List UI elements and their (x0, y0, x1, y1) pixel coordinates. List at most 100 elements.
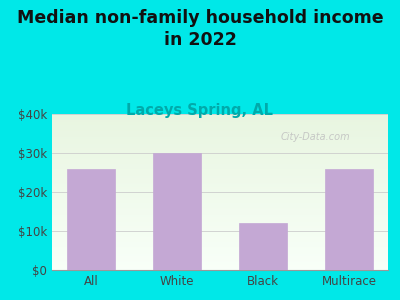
Bar (52, 200, 388, 201)
Bar (52, 119, 388, 120)
Bar (52, 123, 388, 125)
Bar (52, 184, 388, 186)
Bar (52, 144, 388, 145)
Bar (52, 183, 388, 184)
Bar (52, 218, 388, 220)
Bar (52, 134, 388, 136)
Bar (239, 223, 287, 270)
Bar (52, 236, 388, 237)
Bar (52, 150, 388, 152)
Bar (153, 153, 201, 270)
Bar (52, 120, 388, 122)
Bar (52, 133, 388, 134)
Bar (52, 251, 388, 253)
Bar (52, 237, 388, 239)
Bar (52, 257, 388, 259)
Bar (52, 179, 388, 181)
Bar (52, 261, 388, 262)
Bar (52, 240, 388, 242)
Bar (52, 209, 388, 211)
Bar (52, 245, 388, 247)
Bar (52, 167, 388, 169)
Bar (52, 244, 388, 245)
Bar (52, 136, 388, 137)
Bar (52, 211, 388, 212)
Bar (52, 137, 388, 139)
Bar (52, 223, 388, 225)
Bar (52, 140, 388, 142)
Bar (52, 225, 388, 226)
Bar (52, 186, 388, 187)
Bar (52, 217, 388, 218)
Bar (52, 181, 388, 183)
Bar (52, 198, 388, 200)
Bar (52, 215, 388, 217)
Bar (52, 164, 388, 166)
Bar (52, 147, 388, 148)
Bar (52, 162, 388, 164)
Bar (52, 253, 388, 254)
Bar (52, 254, 388, 256)
Bar (52, 178, 388, 179)
Bar (52, 130, 388, 131)
Bar (52, 175, 388, 176)
Bar (52, 230, 388, 231)
Bar (52, 128, 388, 130)
Text: City-Data.com: City-Data.com (280, 132, 350, 142)
Bar (52, 247, 388, 248)
Bar (52, 166, 388, 167)
Bar (52, 267, 388, 268)
Bar (52, 189, 388, 190)
Bar (52, 248, 388, 250)
Bar (52, 148, 388, 150)
Bar (52, 264, 388, 265)
Bar (52, 187, 388, 189)
Bar (52, 131, 388, 133)
Bar (52, 192, 388, 194)
Bar (52, 234, 388, 236)
Bar (52, 212, 388, 214)
Bar (52, 114, 388, 116)
Bar (52, 194, 388, 195)
Bar (52, 153, 388, 154)
Bar (52, 197, 388, 198)
Bar (52, 262, 388, 264)
Bar (52, 195, 388, 197)
Bar (52, 117, 388, 119)
Bar (326, 169, 373, 270)
Bar (52, 122, 388, 123)
Bar (52, 250, 388, 251)
Bar (52, 206, 388, 208)
Bar (52, 208, 388, 209)
Bar (67, 169, 114, 270)
Bar (52, 139, 388, 140)
Bar (52, 232, 388, 234)
Bar (52, 127, 388, 128)
Bar (52, 256, 388, 257)
Bar (52, 142, 388, 144)
Bar (52, 259, 388, 261)
Bar (52, 231, 388, 232)
Bar (52, 203, 388, 205)
Bar (52, 145, 388, 147)
Bar (52, 214, 388, 215)
Bar (52, 205, 388, 206)
Bar (52, 190, 388, 192)
Bar (52, 228, 388, 230)
Bar (52, 169, 388, 170)
Text: Laceys Spring, AL: Laceys Spring, AL (126, 103, 274, 118)
Bar (52, 170, 388, 172)
Bar (52, 173, 388, 175)
Text: Median non-family household income
in 2022: Median non-family household income in 20… (17, 9, 383, 49)
Bar (52, 154, 388, 156)
Bar (52, 239, 388, 240)
Bar (52, 222, 388, 223)
Bar (52, 125, 388, 127)
Bar (52, 242, 388, 244)
Bar (52, 158, 388, 159)
Bar (52, 172, 388, 173)
Bar (52, 220, 388, 222)
Bar (52, 152, 388, 153)
Bar (52, 268, 388, 270)
Bar (52, 156, 388, 158)
